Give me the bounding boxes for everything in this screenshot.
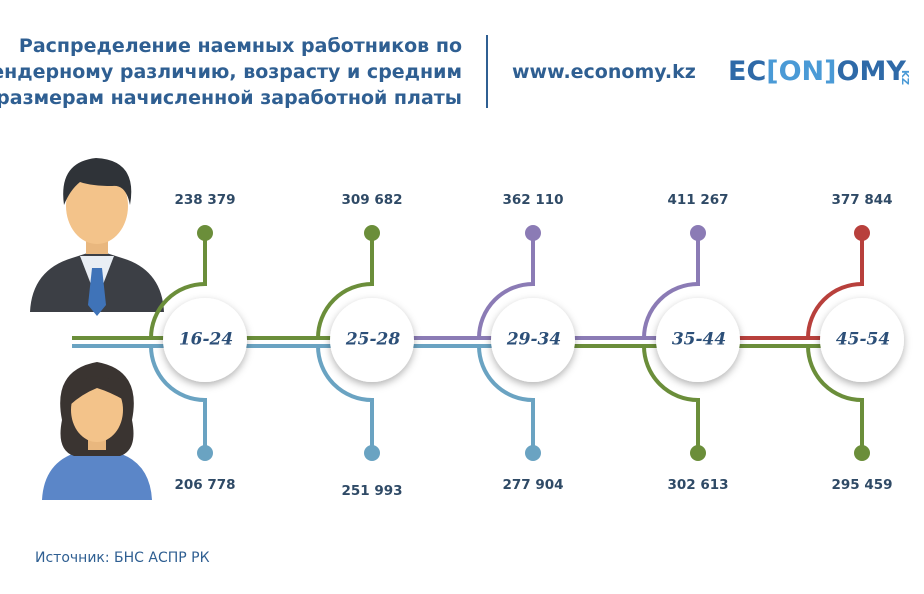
women-value: 277 904 [502, 477, 563, 493]
logo-part: EC [728, 56, 766, 87]
men-value: 411 267 [667, 192, 728, 208]
logo: EC[ON]OMY [728, 56, 906, 87]
timeline: 16-24 238 379 206 778 25-28 309 682 251 993 29… [72, 192, 904, 499]
url: www.economy.kz [512, 61, 696, 83]
man-icon [30, 158, 164, 316]
logo-part: OMY [837, 56, 907, 87]
women-value: 206 778 [174, 477, 235, 493]
women-value: 302 613 [667, 477, 728, 493]
woman-icon [42, 362, 152, 500]
men-dot [854, 225, 870, 241]
men-branch [149, 233, 207, 339]
title-line: Распределение наемных работников по [19, 35, 462, 57]
logo-suffix: KZ [899, 70, 910, 85]
title-line: размерам начисленной заработной платы [0, 87, 462, 109]
women-dot [364, 445, 380, 461]
women-branch [149, 345, 207, 453]
age-label: 16-24 [179, 330, 233, 350]
women-dot [854, 445, 870, 461]
women-dot [525, 445, 541, 461]
women-branch [477, 345, 535, 453]
age-label: 25-28 [345, 330, 401, 350]
women-branch [642, 345, 700, 453]
source: Источник: БНС АСПР РК [35, 550, 210, 566]
men-value: 238 379 [174, 192, 235, 208]
men-dot [525, 225, 541, 241]
men-value: 362 110 [502, 192, 563, 208]
title-line: гендерному различию, возрасту и средним [0, 61, 462, 83]
men-value: 377 844 [831, 192, 892, 208]
age-circle [656, 298, 740, 382]
age-circle [163, 298, 247, 382]
women-dot [690, 445, 706, 461]
men-dot [197, 225, 213, 241]
women-value: 295 459 [831, 477, 892, 493]
men-dot [364, 225, 380, 241]
men-branch [642, 233, 700, 339]
women-branch [316, 345, 374, 453]
men-value: 309 682 [341, 192, 402, 208]
men-branch [316, 233, 374, 339]
men-dot [690, 225, 706, 241]
age-label: 29-34 [506, 330, 561, 350]
age-circle [330, 298, 414, 382]
men-branch [477, 233, 535, 339]
age-circle [820, 298, 904, 382]
logo-part: [ON] [766, 56, 836, 87]
age-label: 45-54 [836, 330, 890, 350]
age-label: 35-44 [672, 330, 726, 350]
women-branch [806, 345, 864, 453]
women-dot [197, 445, 213, 461]
women-value: 251 993 [341, 483, 402, 499]
age-circle [491, 298, 575, 382]
men-branch [806, 233, 864, 339]
